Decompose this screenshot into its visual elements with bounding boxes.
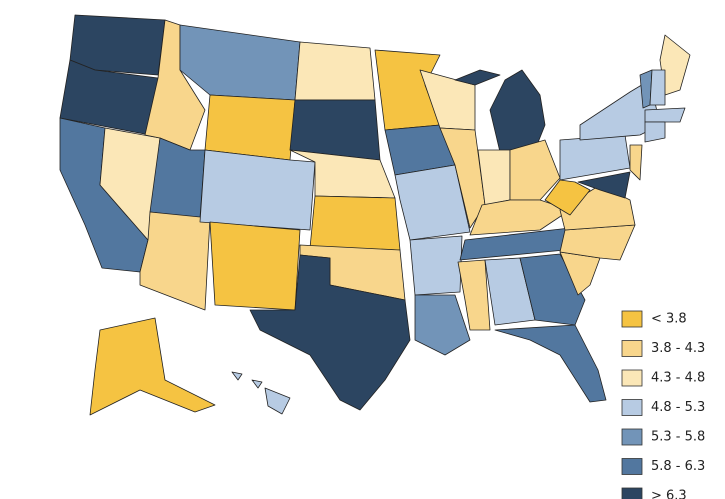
state: [264, 387, 291, 415]
state: [409, 235, 463, 296]
state: [649, 69, 666, 106]
state: [204, 94, 296, 161]
state: [559, 134, 631, 181]
state: [457, 259, 491, 331]
legend-swatch: [621, 310, 643, 328]
state: [659, 34, 691, 96]
legend-label: > 6.3: [651, 489, 687, 499]
state: [454, 69, 501, 86]
state: [509, 139, 561, 201]
legend-label: < 3.8: [651, 312, 687, 327]
state: [494, 324, 607, 403]
state: [629, 144, 643, 181]
state: [199, 149, 316, 231]
state: [179, 24, 301, 101]
legend-swatch: [621, 369, 643, 387]
legend-swatch: [621, 399, 643, 416]
state: [394, 164, 471, 241]
state: [559, 184, 636, 231]
legend-label: 3.8 - 4.3: [651, 341, 705, 356]
state: [209, 221, 301, 311]
state: [544, 179, 591, 216]
legend-swatch: [621, 487, 643, 499]
legend-swatch: [621, 340, 643, 357]
state: [69, 14, 166, 76]
state: [149, 137, 206, 219]
legend-label: 4.3 - 4.8: [651, 371, 705, 386]
legend-label: 5.8 - 6.3: [651, 459, 705, 474]
legend-swatch: [621, 428, 643, 446]
state: [577, 171, 631, 199]
state: [139, 211, 211, 311]
state: [294, 41, 376, 101]
state: [289, 99, 381, 161]
legend-swatch: [621, 458, 643, 475]
state: [231, 371, 243, 381]
legend-label: 4.8 - 5.3: [651, 400, 705, 415]
state: [414, 294, 471, 356]
state: [489, 69, 546, 153]
state: [644, 107, 686, 123]
state: [644, 121, 666, 143]
state: [249, 254, 411, 411]
state: [89, 317, 216, 416]
state: [309, 195, 401, 251]
state: [251, 379, 263, 389]
legend-label: 5.3 - 5.8: [651, 430, 705, 445]
